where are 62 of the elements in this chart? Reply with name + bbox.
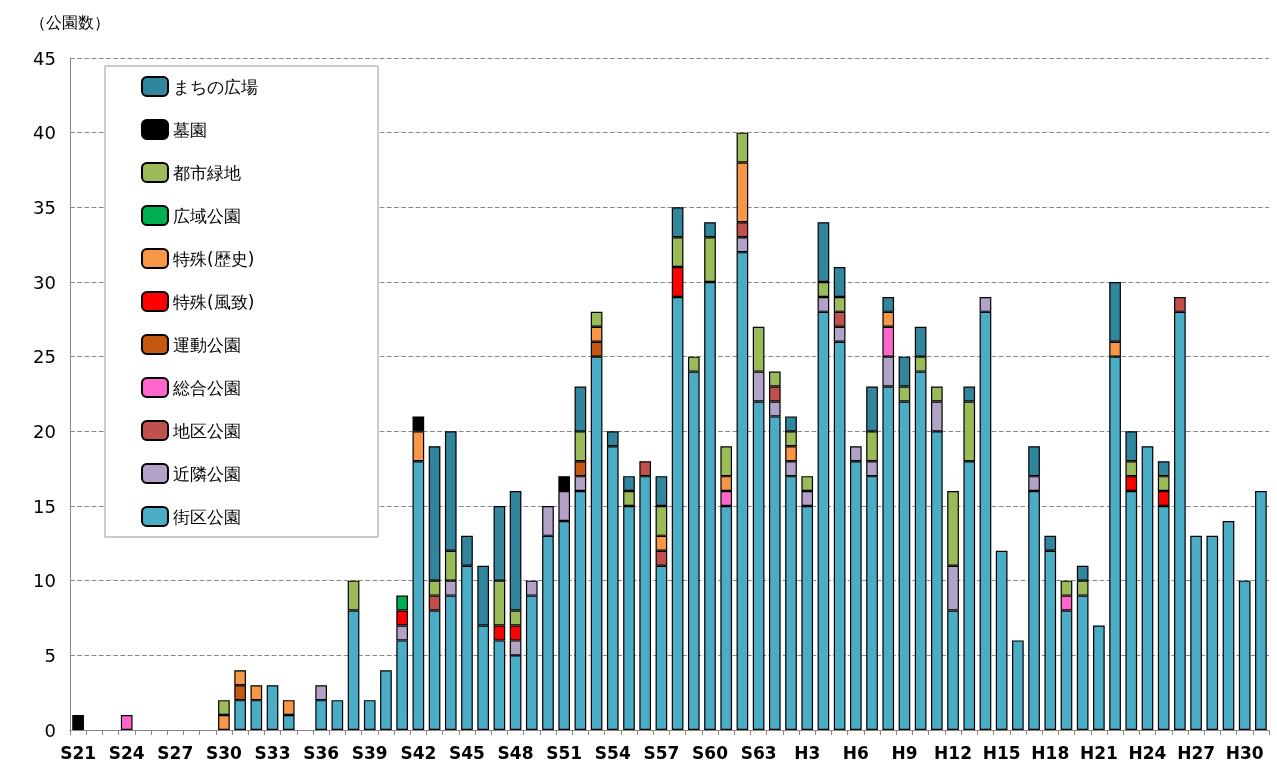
- x-tick-label: H15: [982, 742, 1021, 763]
- y-tick-label: 0: [44, 719, 56, 741]
- legend-label: 広域公園: [173, 205, 241, 226]
- x-tick-label: S24: [108, 742, 145, 763]
- y-tick-label: 45: [33, 47, 56, 69]
- y-tick-label: 25: [33, 346, 56, 368]
- legend-label: 運動公園: [173, 334, 241, 355]
- bar: [1093, 625, 1105, 730]
- x-tick-label: S48: [497, 742, 534, 763]
- legend-label: 総合公園: [172, 377, 241, 398]
- x-tick-label: H6: [842, 742, 869, 763]
- y-tick-label: 5: [44, 644, 56, 666]
- legend-label: 近隣公園: [173, 463, 241, 484]
- y-tick-label: 10: [33, 570, 56, 592]
- bar: [120, 715, 133, 730]
- bar: [363, 700, 376, 730]
- x-tick-label: S27: [157, 742, 194, 763]
- bar: [380, 670, 392, 730]
- legend-label: 特殊(歴史): [173, 248, 255, 269]
- x-tick-label: H9: [891, 742, 918, 763]
- x-tick-label: S54: [594, 742, 631, 763]
- x-tick-label: S36: [303, 742, 340, 763]
- x-tick-label: H30: [1225, 742, 1264, 763]
- x-tick-label: S33: [254, 742, 291, 763]
- bar: [1206, 535, 1219, 730]
- x-tick-label: H27: [1177, 742, 1216, 763]
- x-tick-label: S39: [351, 742, 388, 763]
- x-tick-label: S57: [643, 742, 680, 763]
- bar: [1190, 535, 1202, 730]
- legend-label: 墓園: [173, 119, 207, 140]
- legend-label: 特殊(風致): [173, 291, 255, 312]
- bar: [995, 550, 1008, 730]
- y-axis-title: （公園数）: [30, 12, 110, 32]
- x-tick-label: H24: [1128, 742, 1167, 763]
- x-tick-label: S51: [546, 742, 583, 763]
- y-tick-label: 30: [33, 271, 56, 293]
- y-tick-label: 35: [33, 196, 56, 218]
- legend-label: 都市緑地: [173, 162, 241, 183]
- bar: [1255, 491, 1267, 730]
- y-tick-label: 15: [33, 495, 56, 517]
- bar: [1012, 640, 1024, 730]
- legend-label: 街区公園: [173, 506, 241, 527]
- bar: [1222, 520, 1235, 730]
- x-tick-label: H18: [1031, 742, 1070, 763]
- x-tick-label: H3: [794, 742, 821, 763]
- x-tick-label: H12: [934, 742, 972, 763]
- x-tick-label: S21: [60, 742, 97, 763]
- x-tick-label: S30: [205, 742, 243, 763]
- x-tick-label: S60: [692, 742, 729, 763]
- x-tick-label: S42: [400, 742, 437, 763]
- bar: [266, 685, 279, 730]
- y-tick-label: 20: [33, 420, 56, 442]
- y-tick-label: 40: [33, 122, 56, 144]
- bar: [331, 700, 344, 730]
- x-tick-label: H21: [1079, 742, 1118, 763]
- legend-label: まちの広場: [173, 76, 258, 97]
- x-tick-label: S45: [449, 742, 485, 763]
- x-tick-label: S63: [740, 742, 777, 763]
- bar: [72, 715, 84, 730]
- legend-label: 地区公園: [172, 420, 241, 441]
- bar: [1141, 446, 1154, 730]
- bar: [1238, 580, 1251, 730]
